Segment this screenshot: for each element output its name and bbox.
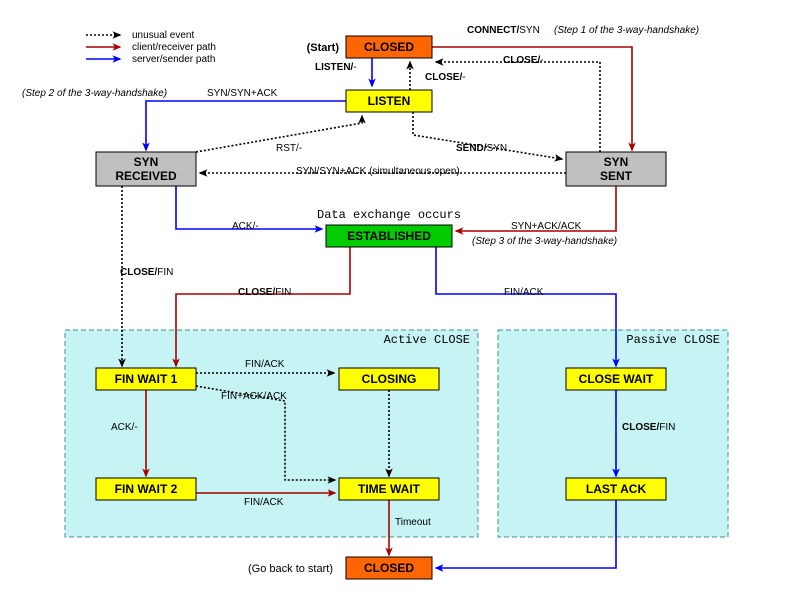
edge-listen-closed: CLOSE/-	[410, 62, 466, 90]
node-closing: CLOSING	[339, 368, 439, 390]
edge-label-timewait-closed: Timeout	[395, 517, 431, 528]
edge-label-finwait2-timewait: FIN/ACK	[244, 497, 284, 508]
edge-label-closewait-lastack: CLOSE/FIN	[622, 422, 675, 433]
node-label: FIN WAIT 1	[115, 372, 178, 386]
edge-synrecv-estab: ACK/-	[176, 186, 322, 232]
step3-annot: (Step 3 of the 3-way-handshake)	[472, 236, 617, 247]
edge-label-synrecv-finwait1: CLOSE/FIN	[120, 267, 173, 278]
goback-label: (Go back to start)	[248, 563, 333, 575]
active-close-title: Active CLOSE	[384, 333, 470, 347]
node-label: LAST ACK	[586, 482, 647, 496]
edge-closed-synsent: CONNECT/SYN	[432, 25, 632, 150]
edge-closed-listen: LISTEN/-	[315, 58, 372, 86]
node-label: ESTABLISHED	[347, 229, 431, 243]
node-label: CLOSED	[364, 561, 414, 575]
step1-annot: (Step 1 of the 3-way-handshake)	[554, 25, 699, 36]
edge-label-estab-finwait1: CLOSE/FIN	[238, 287, 291, 298]
node-label2: SENT	[600, 169, 633, 183]
edge-label-synsent-estab: SYN+ACK/ACK	[511, 221, 582, 232]
node-syn_sent: SYNSENT	[566, 152, 666, 186]
node-label: CLOSED	[364, 40, 414, 54]
edge-label-estab-closewait: FIN/ACK	[504, 287, 544, 298]
node-label: CLOSING	[362, 372, 417, 386]
edge-label-listen-closed: CLOSE/-	[425, 72, 466, 83]
node-label: SYN	[604, 155, 629, 169]
node-label2: RECEIVED	[115, 169, 177, 183]
node-lastack: LAST ACK	[566, 478, 666, 500]
edge-label-listen-synsent: SEND/SYN	[456, 143, 507, 154]
node-label: LISTEN	[368, 94, 411, 108]
node-finwait2: FIN WAIT 2	[96, 478, 196, 500]
node-closed_top: CLOSED	[346, 36, 432, 58]
legend-label: unusual event	[132, 30, 194, 41]
node-syn_recv: SYNRECEIVED	[96, 152, 196, 186]
start-label: (Start)	[307, 42, 340, 54]
step2-annot: (Step 2 of the 3-way-handshake)	[22, 88, 167, 99]
node-closed_bot: CLOSED	[346, 557, 432, 579]
edge-label-synrecv-estab: ACK/-	[232, 221, 259, 232]
edge-label-finwait1-closing: FIN/ACK	[245, 359, 285, 370]
node-label: CLOSE WAIT	[579, 372, 654, 386]
edge-label-synsent-synrecv: SYN/SYN+ACK (simultaneous open)	[296, 166, 460, 177]
edge-label-listen-synrecv: SYN/SYN+ACK	[207, 88, 278, 99]
legend-label: server/sender path	[132, 54, 215, 65]
edge-synsent-closed: CLOSE/-	[436, 55, 600, 152]
tcp-state-diagram: Active CLOSE Passive CLOSE LISTEN/- CLOSE/-…	[0, 0, 796, 600]
node-label: TIME WAIT	[358, 482, 421, 496]
data-exchange-annot: Data exchange occurs	[317, 208, 461, 222]
edge-label-finwait1-finwait2: ACK/-	[111, 422, 138, 433]
edge-listen-synsent: SEND/SYN	[413, 112, 562, 159]
node-closewait: CLOSE WAIT	[566, 368, 666, 390]
edge-synrecv-listen: RST/-	[196, 116, 362, 154]
edge-synsent-synrecv: SYN/SYN+ACK (simultaneous open)	[200, 166, 566, 177]
legend-label: client/receiver path	[132, 42, 216, 53]
node-listen: LISTEN	[346, 90, 432, 112]
passive-close-title: Passive CLOSE	[626, 333, 720, 347]
edge-label-closed-synsent: CONNECT/SYN	[467, 25, 540, 36]
edge-label-synrecv-listen: RST/-	[276, 143, 302, 154]
node-label: FIN WAIT 2	[115, 482, 178, 496]
node-estab: ESTABLISHED	[326, 225, 452, 247]
edge-label-finwait1-timewait: FIN+ACK/ACK	[221, 391, 287, 402]
edge-synsent-estab: SYN+ACK/ACK	[456, 186, 616, 232]
edge-label-synsent-closed: CLOSE/-	[503, 55, 544, 66]
node-finwait1: FIN WAIT 1	[96, 368, 196, 390]
edge-label-closed-listen: LISTEN/-	[315, 62, 357, 73]
node-timewait: TIME WAIT	[339, 478, 439, 500]
legend: unusual eventclient/receiver pathserver/…	[86, 30, 216, 65]
node-label: SYN	[134, 155, 159, 169]
edge-listen-synrecv: SYN/SYN+ACK	[146, 88, 346, 150]
passive-close-panel: Passive CLOSE	[498, 330, 728, 537]
